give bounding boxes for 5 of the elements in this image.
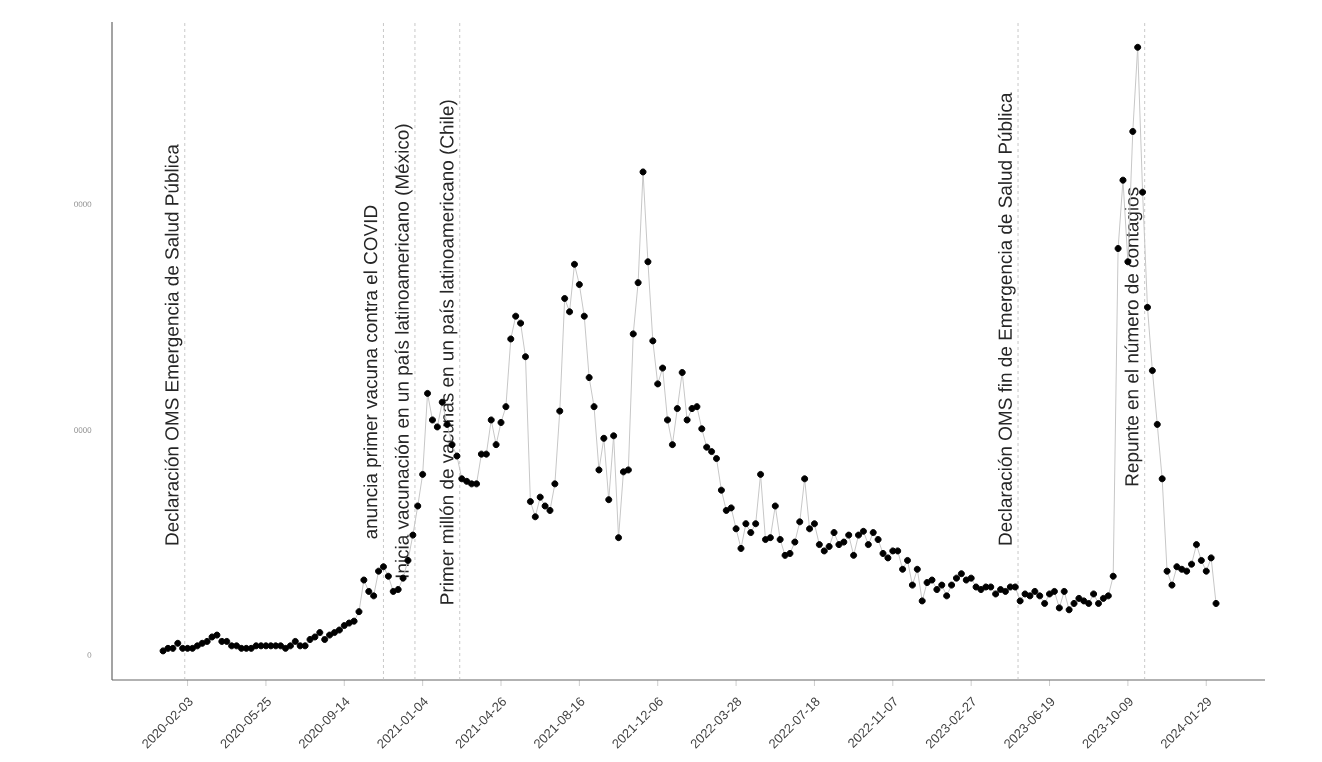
ref-line-label: Inicia vacunación en un país latinoamericano (México) bbox=[394, 124, 413, 578]
ref-line-label: Declaración OMS Emergencia de Salud Pública bbox=[164, 144, 183, 545]
ref-line-label: anuncia primer vacuna contra el COVID bbox=[363, 205, 382, 539]
ref-line-label: Declaración OMS fin de Emergencia de Salud Pública bbox=[997, 92, 1016, 545]
ref-line-label: Repunte en el número de contagios bbox=[1124, 187, 1143, 486]
